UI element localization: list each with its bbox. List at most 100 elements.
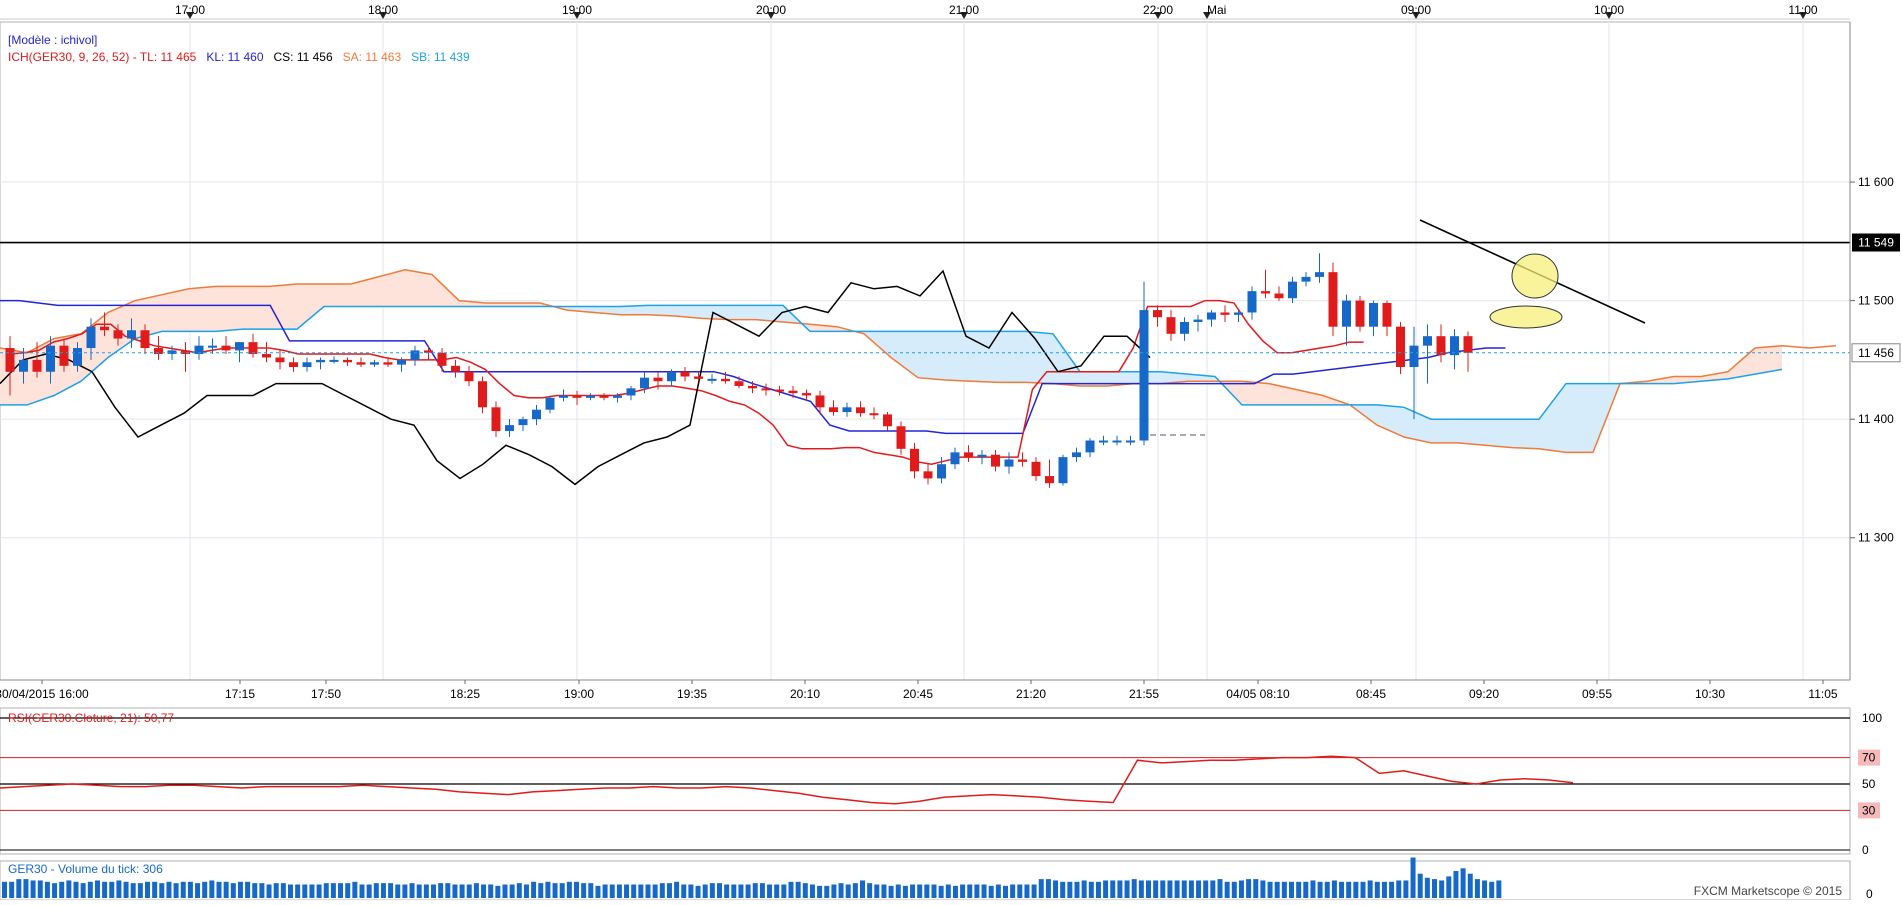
cloud-segment [999, 331, 1026, 383]
volume-bar [1274, 881, 1280, 898]
candle-body [680, 371, 690, 377]
bottom-time-label: 20:45 [903, 687, 933, 701]
volume-bar [1210, 880, 1216, 898]
candle-body [451, 365, 460, 372]
cloud-segment [1269, 383, 1296, 405]
time-marker-triangle [1605, 12, 1613, 19]
candle-body [424, 350, 433, 353]
volume-bar [581, 883, 587, 898]
volume-bar [745, 884, 751, 898]
time-marker-triangle [1799, 12, 1807, 19]
cloud-segment [1296, 389, 1323, 405]
volume-bar [1403, 880, 1409, 898]
cloud-segment [486, 302, 513, 307]
volume-bar [1367, 880, 1373, 898]
volume-bar [1360, 881, 1366, 898]
price-axis[interactable]: 11 600 11 500 11 400 11 300 11 549 11 456 [1849, 22, 1901, 680]
candle-body [302, 362, 312, 368]
cloud-segment [162, 288, 189, 332]
volume-bar [1467, 873, 1473, 898]
cloud-segment [405, 269, 432, 307]
cloud-segment [189, 286, 216, 332]
volume-bar [910, 884, 916, 898]
volume-bar [488, 884, 494, 898]
chikou-line [0, 269, 1151, 486]
candle-body [1342, 300, 1351, 327]
price-tick-label: 11 600 [1858, 175, 1894, 189]
volume-bar [759, 883, 765, 898]
volume-bar [902, 885, 908, 898]
current-price-label: 11 456 [1858, 346, 1894, 360]
volume-bar [73, 881, 79, 898]
volume-bar [952, 885, 958, 898]
volume-bar [559, 883, 565, 898]
volume-bar [867, 883, 873, 898]
cloud-segment [1431, 419, 1458, 443]
top-time-label: 18:00 [368, 3, 398, 17]
volume-bar [1181, 880, 1187, 898]
volume-bar [116, 880, 122, 898]
cloud-segment [810, 324, 837, 332]
bottom-time-label: 18:25 [450, 687, 480, 701]
volume-bar [452, 884, 458, 898]
candle-body [343, 359, 352, 363]
volume-bar [280, 883, 286, 898]
volume-bar [59, 881, 65, 898]
cloud-segment [1458, 419, 1485, 446]
cloud-segment [243, 286, 270, 330]
volume-axis-zero: 0 [1866, 887, 1873, 900]
volume-bar [202, 881, 208, 898]
candle-body [1058, 457, 1068, 484]
time-marker-triangle [1203, 12, 1211, 19]
top-time-label: 17:00 [175, 3, 205, 17]
candle-body [167, 350, 177, 354]
top-time-label: 09:00 [1401, 3, 1431, 17]
volume-bar [738, 884, 744, 898]
volume-bar [1446, 876, 1452, 898]
candle-body [289, 362, 298, 368]
candle-body [100, 326, 109, 331]
volume-bar [602, 884, 608, 898]
rsi-axis-label: 50 [1862, 777, 1876, 791]
candle-body [1207, 312, 1216, 320]
highlight-oval[interactable] [1489, 305, 1563, 329]
volume-bar [1374, 881, 1380, 898]
cloud-segment [432, 274, 459, 307]
volume-bar [416, 884, 422, 898]
volume-bar [180, 881, 186, 898]
bottom-time-label: 10:30 [1695, 687, 1725, 701]
candle-body [154, 348, 163, 354]
cloud-segment [513, 302, 540, 307]
rsi-panel[interactable]: RSI(GER30.Cloture, 21): 50,77 100 70 50 30 0 [0, 707, 1882, 857]
volume-bar [1317, 881, 1323, 898]
time-marker-triangle [1154, 12, 1162, 19]
candle-body [397, 359, 406, 365]
volume-bar [709, 883, 715, 898]
bottom-time-label: 21:55 [1129, 687, 1159, 701]
candle-body [842, 407, 852, 413]
resistance-price-label: 11 549 [1858, 236, 1894, 250]
volume-bar [624, 884, 630, 898]
volume-bar [473, 883, 479, 898]
candle-body [667, 371, 676, 382]
volume-bar [802, 883, 808, 898]
candle-body [86, 326, 96, 349]
candle-body [802, 393, 811, 396]
legend-sa: SA: 11 463 [343, 50, 402, 64]
volume-panel[interactable]: GER30 - Volume du tick: 306 0 FXCM Marke… [0, 857, 1873, 901]
volume-bar [988, 885, 994, 898]
volume-bar [659, 883, 665, 898]
volume-bar [1217, 879, 1223, 898]
candle-body [559, 395, 568, 398]
volume-bar [130, 883, 136, 898]
volume-bar [345, 883, 351, 898]
volume-bar [266, 884, 272, 898]
highlight-circle[interactable] [1511, 253, 1559, 299]
candle-body [761, 388, 771, 391]
candle-body [275, 357, 285, 363]
volume-bar [895, 884, 901, 898]
volume-bars [2, 857, 1502, 898]
cloud-segment [324, 284, 351, 307]
price-panel[interactable]: [Modèle : ichivol] ICH(GER30, 9, 26, 52)… [0, 21, 1851, 681]
